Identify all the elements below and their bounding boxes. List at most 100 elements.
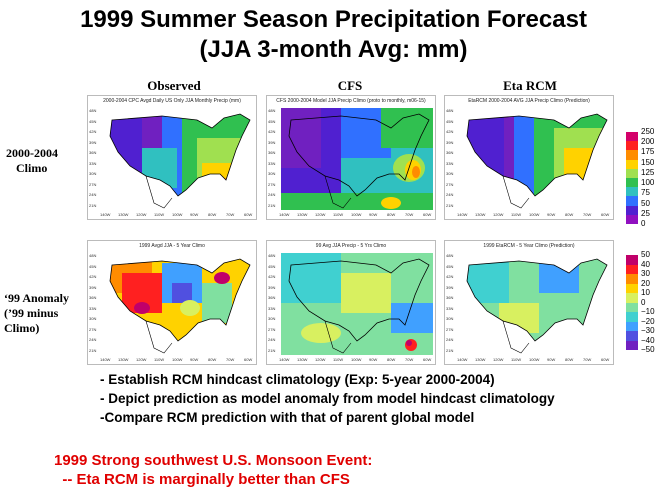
latitude-tick-label: 27N [268,326,276,332]
latitude-tick-label: 42N [446,129,454,134]
map-caption: 99 Avg JJA Precip - 5 Yrs Climo [315,243,387,249]
row-label-anomaly-line-1: ‘99 Anomaly [4,291,70,305]
latitude-tick-label: 33N [89,160,97,166]
latitude-tick-label: 36N [268,295,276,300]
colorbar-segment [626,168,638,178]
longitude-tick-label: 60W [244,357,253,362]
latitude-tick-label: 45N [446,118,454,124]
bullet-point-1: - Establish RCM hindcast climatology (Ex… [100,372,495,387]
row-label-climo: 2000-2004 Climo [6,146,58,176]
latitude-tick-label: 48N [446,253,454,258]
latitude-tick-label: 30N [268,316,276,321]
longitude-tick-label: 130W [475,212,486,217]
colorbar-tick-label: 40 [641,259,650,269]
map-eta-anomaly: 1999 EtaRCM - 5 Year Climo (Prediction) … [444,240,614,365]
colorbar-segment [626,264,638,274]
colorbar-anomaly [626,255,638,350]
latitude-tick-label: 33N [268,160,276,166]
longitude-tick-label: 80W [208,357,217,362]
longitude-tick-label: 140W [457,212,468,217]
longitude-tick-label: 100W [529,357,540,362]
latitude-tick-label: 33N [89,305,97,311]
longitude-tick-label: 130W [118,212,129,217]
colorbar-segment [626,283,638,293]
longitude-tick-label: 100W [172,212,183,217]
latitude-tick-label: 21N [446,347,454,353]
longitude-tick-label: 70W [226,212,235,217]
longitude-tick-label: 140W [100,212,111,217]
latitude-tick-label: 39N [446,284,454,290]
colorbar-segment [626,159,638,169]
longitude-tick-label: 140W [100,357,111,362]
longitude-tick-label: 110W [511,357,522,362]
longitude-tick-label: 130W [475,357,486,362]
map-caption: 2000-2004 CPC Avgd Daily US Only JJA Mon… [103,98,241,104]
latitude-tick-label: 24N [446,337,454,342]
latitude-tick-label: 48N [89,108,97,113]
colorbar-segment [626,274,638,284]
longitude-tick-label: 70W [583,212,592,217]
longitude-tick-label: 100W [351,357,362,362]
longitude-tick-label: 90W [369,357,378,362]
map-image [459,253,611,355]
longitude-tick-label: 110W [511,212,522,217]
latitude-tick-label: 27N [89,181,97,187]
latitude-tick-label: 42N [89,129,97,134]
column-header-eta: Eta RCM [503,78,557,93]
colorbar-tick-label: 10 [641,288,650,297]
longitude-tick-label: 90W [547,357,556,362]
row-label-climo-line-2: Climo [16,161,48,175]
latitude-tick-label: 21N [446,202,454,208]
longitude-tick-label: 120W [493,212,504,217]
colorbar-segment [626,177,638,188]
row-label-anomaly-line-2: (’99 minus [4,306,59,320]
longitude-tick-label: 60W [601,357,610,362]
colorbar-segment [626,321,638,331]
colorbar-tick-label: 25 [641,208,650,218]
map-cfs-climo: CFS 2000-2004 Model JJA Precip Climo (pr… [266,95,436,220]
colorbar-segment [626,150,638,160]
longitude-tick-label: 70W [405,357,414,362]
latitude-tick-label: 39N [268,139,276,145]
latitude-tick-label: 24N [268,192,276,197]
longitude-tick-label: 70W [405,212,414,217]
row-label-anomaly: ‘99 Anomaly (’99 minus Climo) [4,291,69,336]
conclusion-line-1: 1999 Strong southwest U.S. Monsoon Event… [54,452,373,469]
latitude-tick-label: 45N [268,263,276,269]
latitude-tick-label: 36N [446,150,454,155]
longitude-tick-label: 80W [208,212,217,217]
map-caption: 1999 EtaRCM - 5 Year Climo (Prediction) [483,243,575,249]
longitude-tick-label: 100W [529,212,540,217]
latitude-tick-label: 30N [268,171,276,176]
colorbar-segment [626,187,638,197]
colorbar-segment [626,340,638,350]
longitude-tick-label: 140W [279,357,290,362]
colorbar-segment [626,255,638,265]
map-image [102,253,254,355]
map-caption: CFS 2000-2004 Model JJA Precip Climo (pr… [276,98,426,104]
latitude-tick-label: 39N [268,284,276,290]
latitude-tick-label: 30N [446,316,454,321]
latitude-tick-label: 27N [268,181,276,187]
longitude-tick-label: 90W [190,212,199,217]
latitude-tick-label: 39N [89,284,97,290]
colorbar-tick-label: −40 [641,335,655,345]
latitude-tick-label: 45N [89,263,97,269]
page-title-line-1: 1999 Summer Season Precipitation Forecas… [80,6,587,33]
colorbar-tick-label: 30 [641,269,650,278]
map-caption: 1999 Avgd JJA - 5 Year Climo [139,243,205,249]
colorbar-tick-label: 20 [641,278,650,288]
longitude-tick-label: 80W [387,357,396,362]
page-title-line-2: (JJA 3-month Avg: mm) [199,36,468,63]
latitude-tick-label: 33N [268,305,276,311]
colorbar-precipitation [626,132,638,224]
colorbar-tick-label: −50 [641,345,655,354]
colorbar-tick-label: 75 [641,188,650,198]
latitude-tick-label: 42N [268,274,276,279]
map-observed-anomaly: 1999 Avgd JJA - 5 Year Climo 48N 45N 42N 39… [87,240,257,365]
longitude-tick-label: 120W [493,357,504,362]
latitude-tick-label: 21N [89,347,97,353]
longitude-tick-label: 60W [423,357,432,362]
row-label-anomaly-line-3: Climo) [4,321,40,335]
colorbar-tick-label: 0 [641,297,646,307]
